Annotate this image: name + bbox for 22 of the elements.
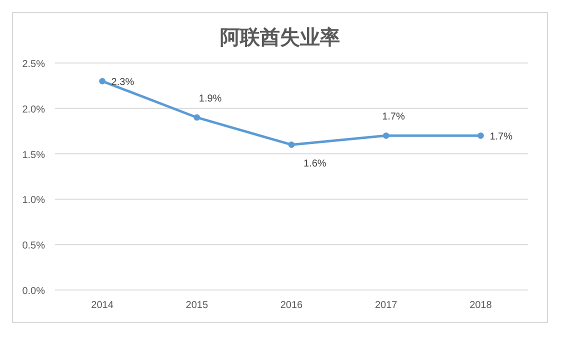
y-tick-label: 2.0% — [22, 104, 46, 116]
x-tick-label: 2015 — [186, 300, 208, 311]
data-label: 1.9% — [198, 93, 222, 104]
point — [194, 114, 200, 121]
chart-title: 阿联酋失业率 — [220, 25, 340, 49]
data-label: 2.3% — [111, 77, 134, 88]
y-tick-label: 1.5% — [22, 150, 46, 161]
y-tick-label: 1.0% — [22, 195, 46, 206]
point — [99, 78, 106, 84]
data-label: 1.7% — [382, 112, 405, 123]
point — [288, 142, 295, 148]
point — [382, 132, 390, 139]
y-tick-label: 0.0% — [22, 286, 46, 297]
y-tick-label: 0.5% — [22, 240, 46, 252]
point — [478, 132, 484, 139]
x-tick-label: 2018 — [470, 300, 492, 311]
y-tick-label: 2.5% — [22, 59, 46, 70]
x-tick-label: 2016 — [280, 300, 304, 311]
data-label: 1.7% — [490, 132, 513, 143]
x-tick-label: 2014 — [91, 300, 114, 311]
data-label: 1.6% — [304, 158, 326, 170]
x-tick-label: 2017 — [374, 300, 398, 311]
